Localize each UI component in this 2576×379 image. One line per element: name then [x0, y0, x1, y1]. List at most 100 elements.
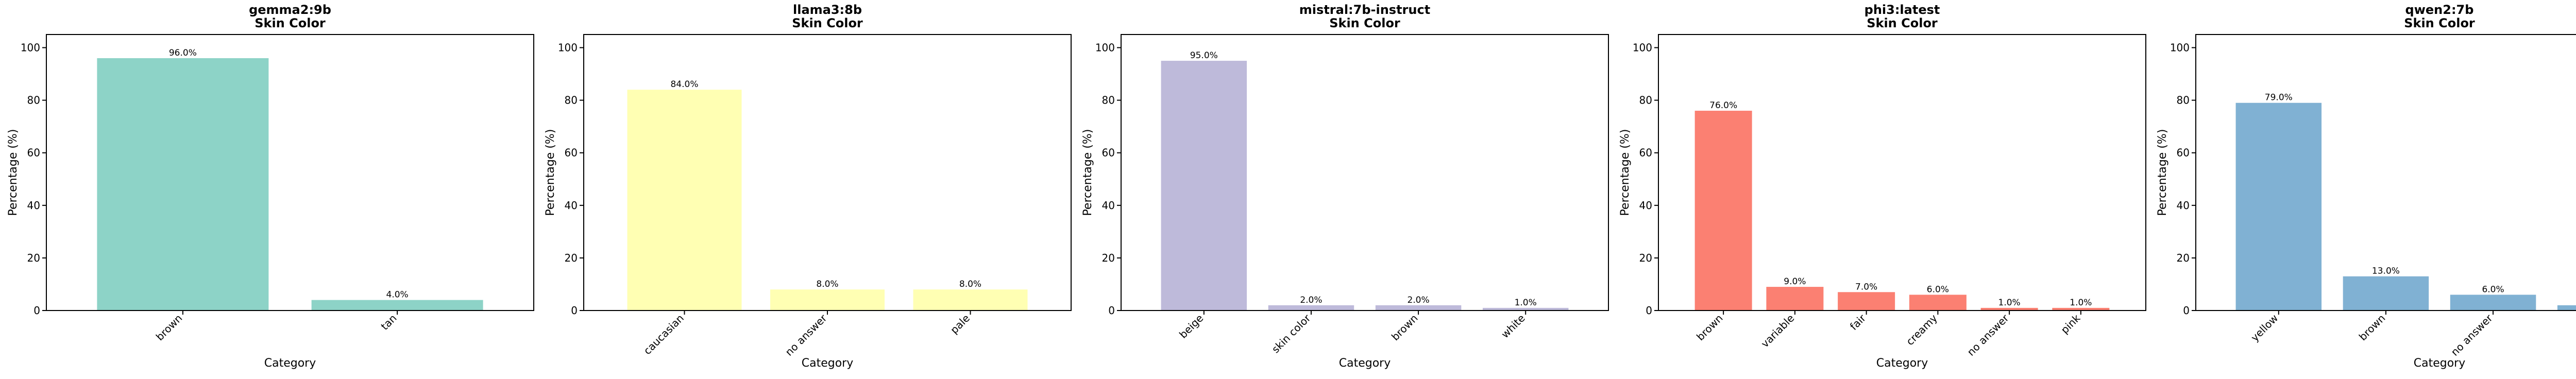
y-axis-label: Percentage (%)	[1081, 129, 1094, 216]
bar	[1268, 305, 1354, 311]
y-tick-label: 100	[1095, 42, 1115, 54]
x-tick-label: tan	[379, 312, 399, 333]
x-tick-label: no answer	[1964, 312, 2011, 358]
x-tick-label: brown	[2357, 312, 2388, 343]
y-tick-label: 20	[565, 252, 578, 264]
axes-frame	[2195, 34, 2576, 311]
y-tick-label: 0	[33, 304, 40, 317]
y-tick-label: 0	[571, 304, 578, 317]
x-axis-label: Category	[1876, 357, 1928, 370]
y-tick-label: 0	[1108, 304, 1115, 317]
y-tick-label: 100	[2170, 42, 2190, 54]
subplot: 95.0% 2.0% 2.0% 1.0% 0 20 40 60 80 100 beige skin c…	[1081, 3, 1609, 370]
x-tick-label: no answer	[2448, 312, 2495, 358]
x-tick-label: no answer	[783, 312, 829, 358]
value-label: 96.0%	[169, 48, 197, 58]
x-tick-label: caucasian	[641, 312, 686, 357]
y-tick-label: 60	[565, 147, 578, 159]
y-tick-label: 60	[27, 147, 40, 159]
bar	[2450, 295, 2536, 311]
chart-title: Skin Color	[2404, 16, 2475, 30]
value-label: 1.0%	[1515, 298, 1537, 308]
value-label: 95.0%	[1190, 50, 1218, 61]
y-tick-label: 40	[2177, 199, 2190, 212]
x-axis-label: Category	[264, 357, 316, 370]
value-label: 2.0%	[1407, 295, 1429, 305]
axes-frame	[46, 34, 534, 311]
y-tick-label: 80	[27, 94, 40, 107]
bar	[627, 90, 742, 311]
y-tick-label: 100	[1633, 42, 1652, 54]
chart-title: mistral:7b-instruct	[1299, 3, 1430, 17]
y-tick-label: 40	[565, 199, 578, 212]
bar	[1980, 307, 2038, 311]
chart-title: Skin Color	[1867, 16, 1938, 30]
value-label: 6.0%	[1927, 284, 1949, 295]
x-tick-label: creamy	[1904, 312, 1940, 348]
y-tick-label: 40	[1102, 199, 1115, 212]
value-label: 79.0%	[2265, 93, 2293, 103]
y-axis-label: Percentage (%)	[544, 129, 557, 216]
y-axis-label: Percentage (%)	[2156, 129, 2169, 216]
x-tick-label: skin color	[1269, 312, 1313, 355]
x-tick-label: yellow	[2248, 312, 2280, 344]
value-label: 84.0%	[670, 79, 698, 90]
subplot: 76.0% 9.0% 7.0% 6.0% 1.0% 1.0% 0 20 40 60 80 100 bro…	[1619, 3, 2146, 370]
bar	[1161, 61, 1247, 311]
y-tick-label: 0	[1646, 304, 1652, 317]
y-tick-label: 100	[21, 42, 40, 54]
y-tick-label: 80	[1102, 94, 1115, 107]
y-tick-label: 20	[1639, 252, 1652, 264]
y-tick-label: 60	[2177, 147, 2190, 159]
x-tick-label: brown	[1694, 312, 1725, 343]
y-tick-label: 20	[27, 252, 40, 264]
y-axis-label: Percentage (%)	[7, 129, 20, 216]
bar	[1838, 292, 1895, 311]
bar	[1694, 111, 1752, 311]
y-tick-label: 80	[565, 94, 578, 107]
bar	[1482, 307, 1569, 311]
value-label: 8.0%	[816, 279, 838, 289]
value-label: 9.0%	[1784, 277, 1806, 287]
chart-title: Skin Color	[255, 16, 326, 30]
value-label: 6.0%	[2482, 284, 2504, 295]
x-tick-label: brown	[1389, 312, 1420, 343]
y-tick-label: 60	[1639, 147, 1652, 159]
value-label: 1.0%	[1998, 298, 2021, 308]
x-tick-label: pale	[948, 312, 972, 336]
subplot: 79.0%13.0%6.0%2.0%020406080100yellowbrow…	[2156, 3, 2576, 370]
y-tick-label: 40	[1639, 199, 1652, 212]
x-tick-label: beige	[1177, 312, 1206, 341]
bar	[2343, 276, 2429, 311]
axes-frame	[1121, 34, 1609, 311]
x-axis-label: Category	[1339, 357, 1391, 370]
y-axis-label: Percentage (%)	[1619, 129, 1632, 216]
value-label: 76.0%	[1709, 100, 1737, 111]
x-tick-label: variable	[1758, 312, 1797, 350]
subplot: 84.0% 8.0% 8.0% 0 20 40 60 80 100 caucasian no ans…	[544, 3, 1072, 370]
y-tick-label: 100	[558, 42, 578, 54]
chart-title: llama3:8b	[793, 3, 862, 17]
value-label: 2.0%	[1300, 295, 1322, 305]
bar	[913, 289, 1028, 311]
value-label: 1.0%	[2070, 298, 2092, 308]
bar	[97, 58, 269, 311]
value-label: 4.0%	[386, 290, 409, 300]
bar	[770, 289, 885, 311]
x-axis-label: Category	[802, 357, 854, 370]
value-label: 7.0%	[1855, 282, 1877, 292]
x-axis-label: Category	[2414, 357, 2466, 370]
y-tick-label: 60	[1102, 147, 1115, 159]
value-label: 13.0%	[2372, 266, 2400, 277]
x-tick-label: brown	[154, 312, 185, 343]
chart-title: Skin Color	[792, 16, 863, 30]
chart-title: qwen2:7b	[2405, 3, 2474, 17]
chart-title: gemma2:9b	[249, 3, 331, 17]
y-tick-label: 40	[27, 199, 40, 212]
value-label: 8.0%	[959, 279, 981, 289]
x-tick-label: white	[1499, 312, 1528, 341]
y-tick-label: 80	[1639, 94, 1652, 107]
y-tick-label: 20	[1102, 252, 1115, 264]
